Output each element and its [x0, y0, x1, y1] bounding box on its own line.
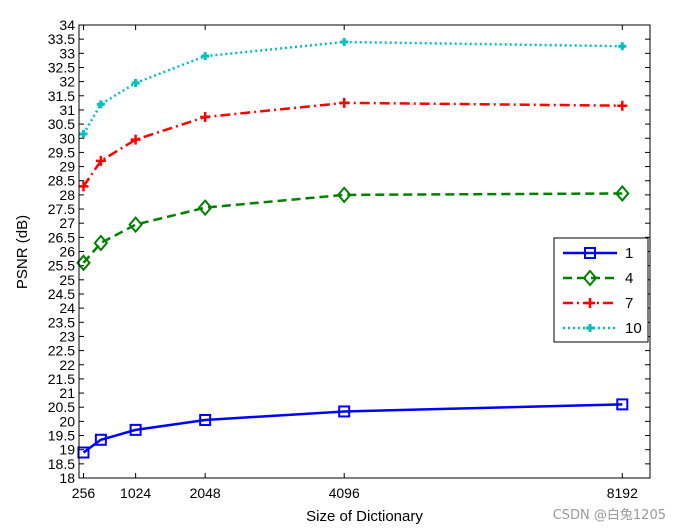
data-point-1	[338, 405, 351, 418]
series-line-10	[82, 40, 623, 135]
series-line-7	[82, 101, 623, 188]
y-tick-label: 32.5	[48, 59, 75, 75]
data-point-7	[617, 100, 628, 111]
data-point-1	[616, 398, 629, 411]
plot-frame	[78, 24, 651, 479]
data-point-10	[340, 37, 349, 46]
y-tick-label: 30.5	[48, 116, 75, 132]
y-tick-label: 29.5	[48, 144, 75, 160]
y-tick-label: 32	[59, 74, 75, 90]
legend-marker-10	[586, 324, 594, 332]
data-point-4	[614, 184, 630, 202]
data-point-10	[79, 130, 88, 139]
x-tick-label: 4096	[329, 485, 360, 501]
y-tick-label: 25	[59, 272, 75, 288]
x-tick-label: 1024	[120, 485, 151, 501]
y-tick-label: 26.5	[48, 229, 75, 245]
y-tick-label: 24.5	[48, 286, 75, 302]
legend-label-10: 10	[625, 320, 642, 337]
y-tick-label: 27.5	[48, 201, 75, 217]
data-point-7	[339, 97, 350, 108]
y-tick-label: 28.5	[48, 173, 75, 189]
y-tick-label: 31.5	[48, 88, 75, 104]
y-tick-label: 34	[59, 17, 75, 33]
y-tick-label: 22.5	[48, 343, 75, 359]
data-point-10	[96, 100, 105, 109]
series-line-1	[82, 403, 623, 454]
y-tick-label: 18.5	[48, 456, 75, 472]
y-tick-label: 31	[59, 102, 75, 118]
y-tick-label: 18	[59, 470, 75, 486]
legend-marker-4	[582, 269, 598, 287]
data-point-7	[200, 112, 211, 123]
y-tick-label: 19.5	[48, 428, 75, 444]
x-tick-label: 2048	[190, 485, 221, 501]
y-tick-label: 23	[59, 328, 75, 344]
data-point-10	[618, 42, 627, 51]
y-tick-label: 28	[59, 187, 75, 203]
y-tick-label: 33	[59, 45, 75, 61]
data-point-1	[94, 433, 107, 446]
legend-label-4: 4	[625, 270, 633, 287]
y-tick-label: 20.5	[48, 399, 75, 415]
data-point-1	[199, 413, 212, 426]
y-tick-label: 24	[59, 300, 75, 316]
legend: 1 4 7 10	[553, 237, 649, 343]
y-tick-label: 26	[59, 244, 75, 260]
legend-marker-1	[584, 247, 596, 259]
y-tick-label: 25.5	[48, 258, 75, 274]
series-7	[78, 97, 628, 192]
legend-label-1: 1	[625, 245, 633, 262]
y-tick-label: 21.5	[48, 371, 75, 387]
data-point-4	[197, 199, 213, 217]
data-point-7	[95, 155, 106, 166]
data-point-4	[336, 186, 352, 204]
legend-marker-7	[585, 298, 595, 308]
y-axis-label: PSNR (dB)	[14, 215, 31, 289]
y-tick-label: 21	[59, 385, 75, 401]
y-tick-label: 22	[59, 357, 75, 373]
data-point-4	[128, 216, 143, 234]
data-point-7	[130, 134, 141, 145]
data-point-1	[129, 423, 142, 436]
x-tick-label: 8192	[607, 485, 638, 501]
legend-box	[553, 237, 649, 343]
data-point-1	[77, 446, 90, 459]
legend-label-7: 7	[625, 295, 633, 312]
y-tick-label: 30	[59, 130, 75, 146]
x-tick-label: 256	[72, 485, 96, 501]
data-point-10	[131, 79, 140, 88]
y-tick-label: 19	[59, 442, 75, 458]
y-tick-label: 20	[59, 413, 75, 429]
series-1	[77, 398, 629, 459]
y-tick-label: 29	[59, 159, 75, 175]
x-axis-label: Size of Dictionary	[306, 508, 423, 525]
data-point-10	[201, 52, 210, 61]
y-tick-label: 27	[59, 215, 75, 231]
y-tick-label: 23.5	[48, 314, 75, 330]
y-tick-label: 33.5	[48, 31, 75, 47]
data-point-7	[78, 181, 89, 192]
watermark-text: CSDN @白兔1205	[552, 508, 666, 523]
series-10	[79, 37, 627, 139]
data-point-4	[93, 234, 109, 252]
